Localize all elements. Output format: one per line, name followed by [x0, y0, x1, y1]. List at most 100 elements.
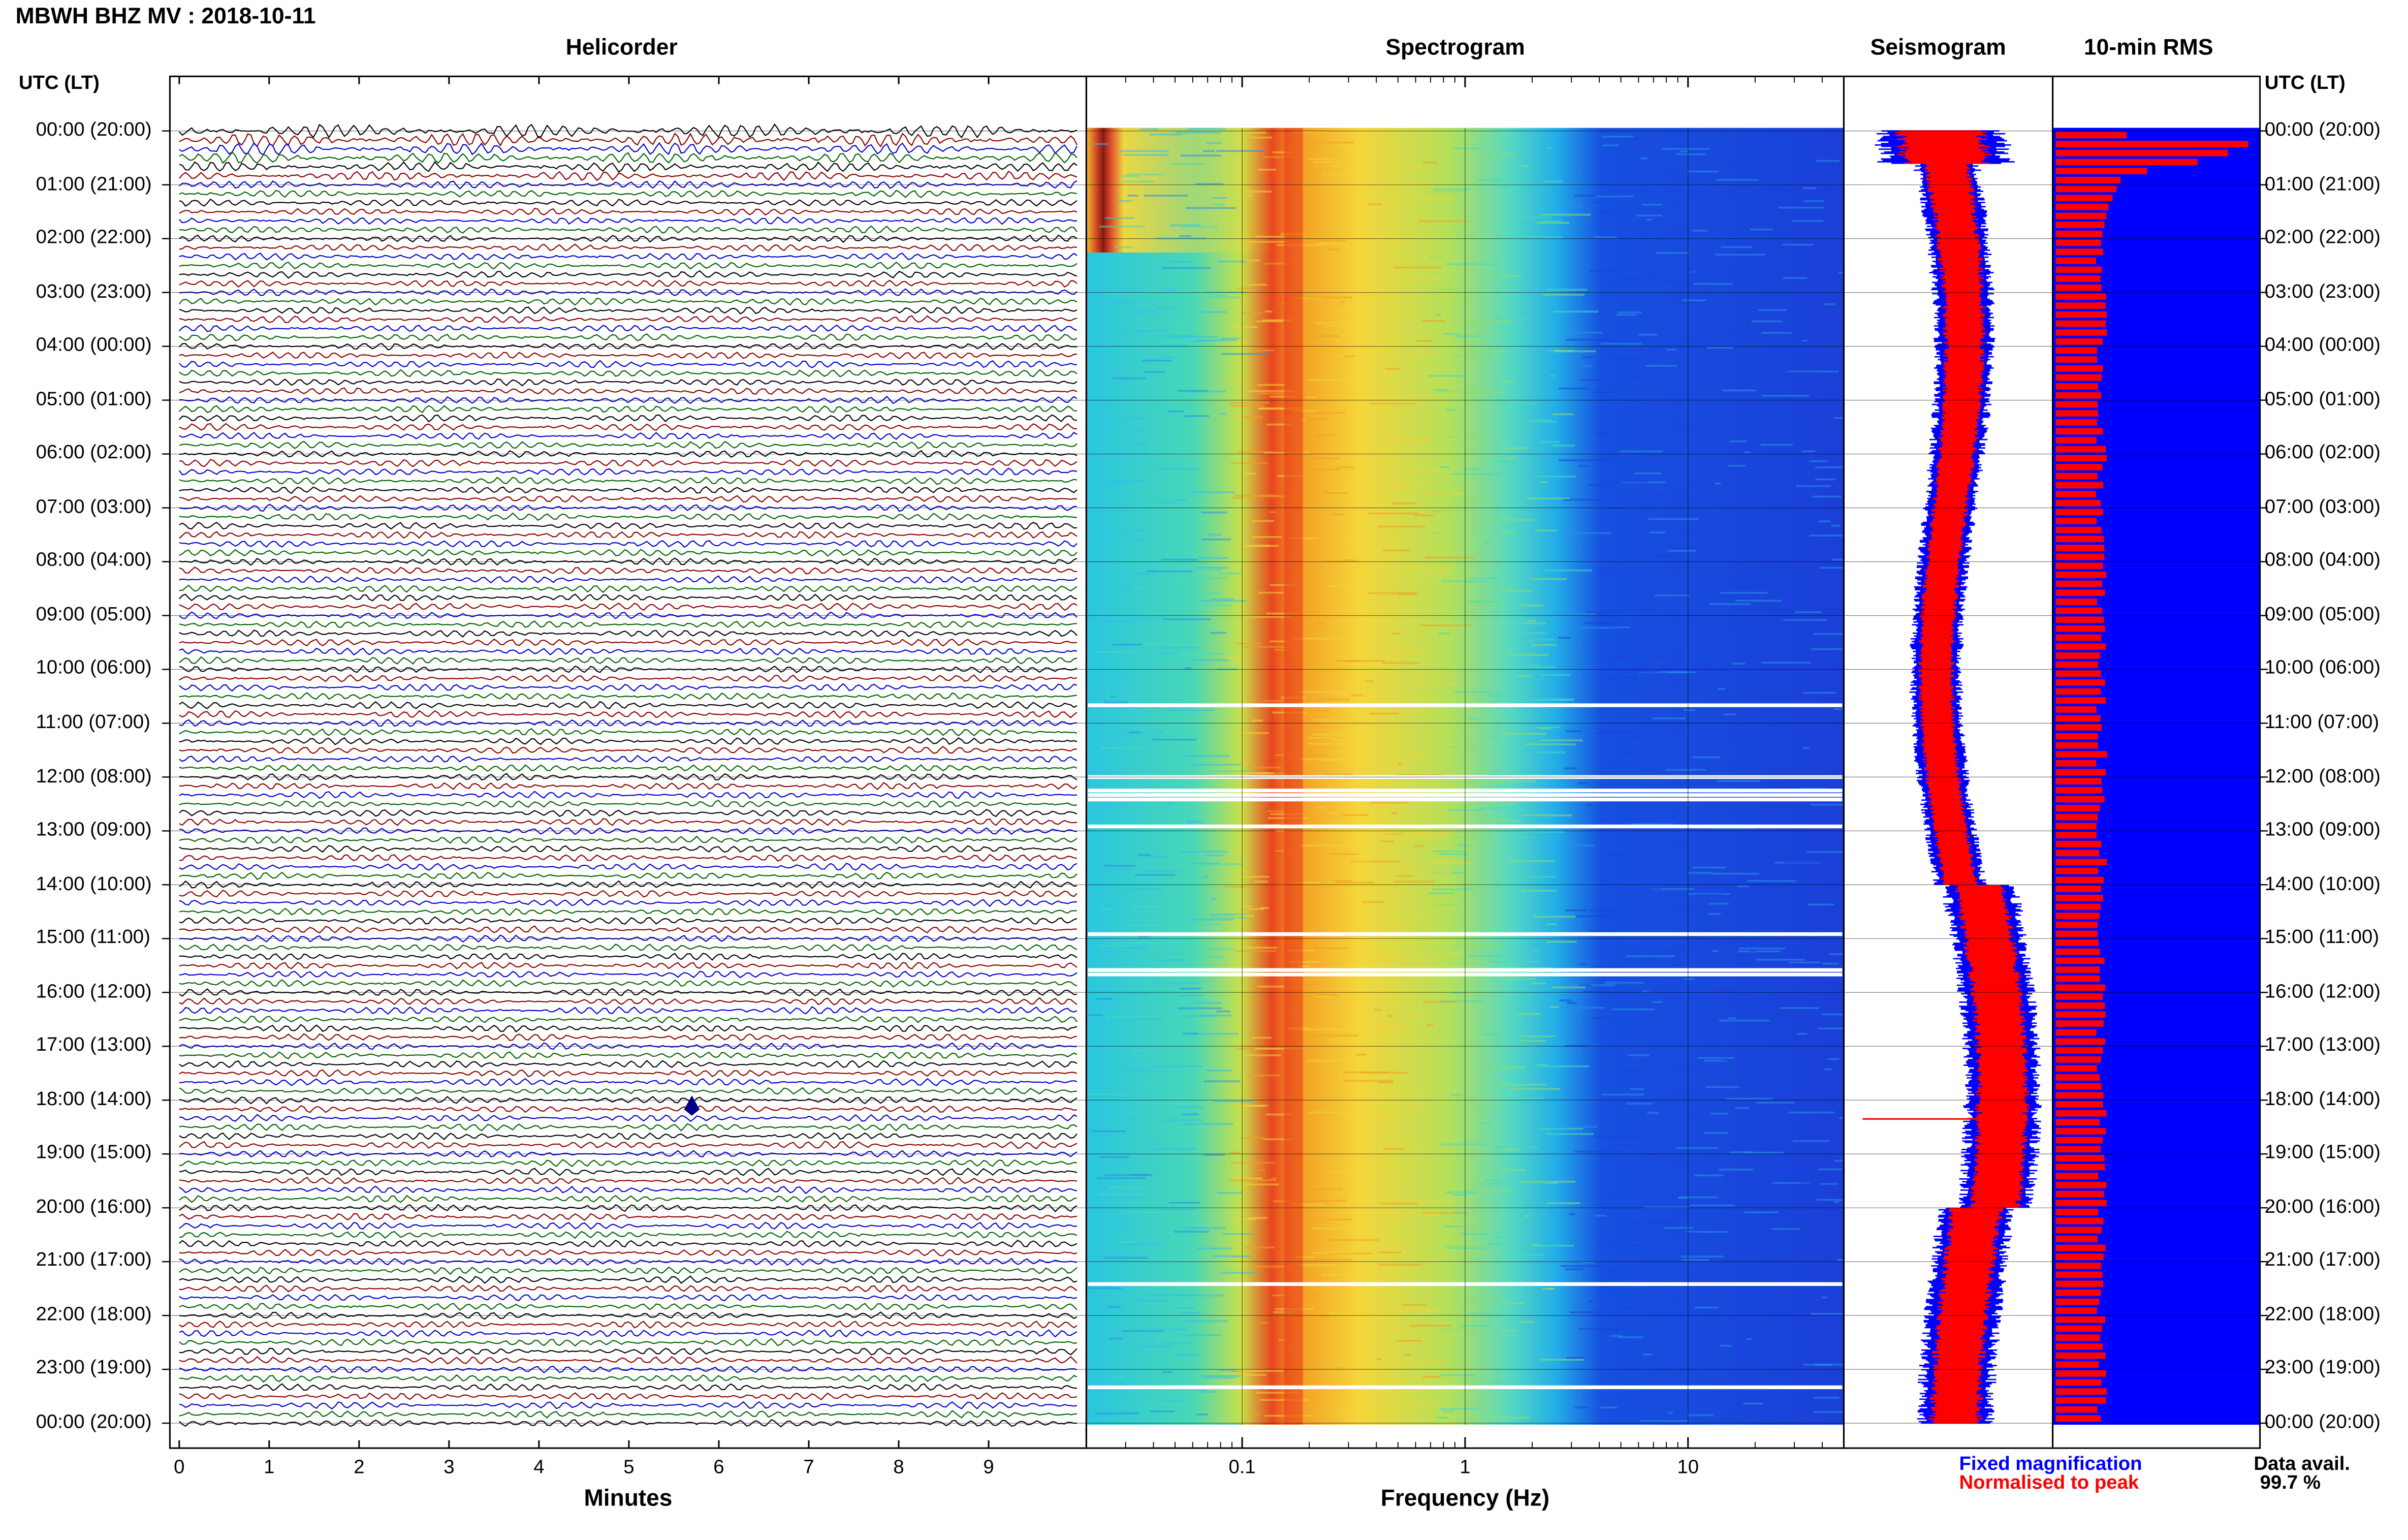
rms-bar — [2055, 966, 2100, 973]
spectrogram-pixel — [1720, 165, 1753, 168]
spectrogram-pixel — [1547, 923, 1557, 926]
spectrogram-pixel — [1353, 1042, 1395, 1044]
spectrogram-pixel — [1616, 323, 1634, 325]
spectrogram-pixel — [1131, 1300, 1169, 1302]
spectrogram-pixel — [1263, 700, 1286, 702]
spectrogram-pixel — [1257, 1322, 1269, 1324]
helicorder-trace — [179, 342, 1078, 351]
spectrogram-pixel — [1637, 820, 1657, 822]
spectrogram-pixel — [1608, 854, 1625, 856]
hour-label-right: 08:00 (04:00) — [2264, 549, 2381, 571]
spectrogram-pixel — [1412, 752, 1427, 754]
spectrogram-pixel — [1674, 206, 1691, 208]
spectrogram-pixel — [1092, 1196, 1140, 1198]
rms-bar — [2055, 338, 2103, 345]
rms-bar — [2055, 850, 2100, 857]
spectrogram-pixel — [1546, 146, 1553, 149]
spectrogram-pixel — [1690, 941, 1734, 944]
spectrogram-pixel — [1122, 180, 1155, 183]
spectrogram-pixel — [1406, 1201, 1455, 1203]
rms-bar — [2055, 1065, 2097, 1072]
spectrogram-pixel — [1169, 1202, 1200, 1204]
spectrogram-pixel — [1199, 311, 1227, 313]
helicorder-trace — [179, 871, 1078, 880]
spectrogram-pixel — [1833, 838, 1844, 841]
rms-bar — [2055, 984, 2106, 991]
spectrogram-pixel — [1843, 980, 1844, 982]
hour-label-left: 20:00 (16:00) — [36, 1195, 152, 1217]
spectrogram-pixel — [1305, 1258, 1352, 1261]
helicorder-trace — [179, 486, 1078, 494]
spectrogram-pixel — [1338, 334, 1353, 336]
spectrogram-pixel — [1710, 1112, 1729, 1115]
spectrogram-pixel — [1454, 836, 1498, 838]
spectrogram-pixel — [1768, 1249, 1803, 1251]
spectrogram-pixel — [1203, 1154, 1225, 1156]
spectrogram-pixel — [1672, 547, 1718, 549]
rms-bar — [2055, 383, 2098, 390]
helicorder-trace — [179, 1051, 1078, 1059]
spectrogram-pixel — [1468, 302, 1473, 304]
spectrogram-pixel — [1469, 717, 1480, 720]
spectrogram-pixel — [1545, 1182, 1559, 1184]
spectrogram-pixel — [1231, 326, 1258, 328]
spectrogram-pixel — [1232, 1177, 1263, 1180]
rms-bar — [2055, 805, 2100, 811]
rms-bar — [2055, 769, 2106, 776]
rms-bar — [2055, 329, 2107, 336]
spectrogram-pixel — [1438, 1329, 1476, 1331]
spectrogram-pixel — [1230, 1161, 1275, 1164]
spectrogram-pixel — [1582, 365, 1592, 367]
spectrogram-pixel — [1690, 691, 1703, 693]
spectrogram-pixel — [1207, 533, 1222, 536]
spectrogram-pixel — [1837, 734, 1844, 736]
spectrogram-pixel — [1630, 1239, 1656, 1241]
spectrogram-pixel — [1377, 729, 1412, 732]
spectrogram-pixel — [1469, 955, 1519, 957]
spectrogram-pixel — [1147, 570, 1192, 573]
spectrogram-pixel — [1479, 819, 1506, 821]
spectrogram-pixel — [1431, 532, 1442, 535]
spectrogram-pixel — [1735, 1107, 1750, 1109]
spectrogram-pixel — [1090, 301, 1134, 304]
hour-label-right: 18:00 (14:00) — [2264, 1087, 2381, 1110]
spectrogram-pixel — [1233, 875, 1270, 878]
spectrogram-pixel — [1796, 1032, 1808, 1035]
rms-bar — [2055, 1209, 2099, 1215]
spectrogram-pixel — [1255, 236, 1287, 238]
rms-bar — [2055, 284, 2102, 291]
spectrogram-pixel — [1117, 330, 1167, 332]
spectrogram-pixel — [1811, 389, 1825, 392]
spectrogram-pixel — [1509, 1192, 1524, 1195]
spectrogram-pixel — [1803, 200, 1824, 202]
spectrogram-pixel — [1680, 528, 1700, 530]
spectrogram-pixel — [1682, 1259, 1709, 1261]
helicorder-trace — [179, 1221, 1078, 1230]
spectrogram-pixel — [1656, 1412, 1665, 1415]
spectrogram-pixel — [1374, 1009, 1381, 1011]
spectrogram-pixel — [1709, 902, 1729, 905]
spectrogram-pixel — [1454, 690, 1489, 693]
hour-label-right: 03:00 (23:00) — [2264, 280, 2381, 302]
spectrogram-pixel — [1826, 1236, 1843, 1238]
spectrogram-pixel — [1187, 821, 1205, 824]
helicorder-trace — [179, 898, 1077, 907]
spectrogram-pixel — [1647, 1112, 1659, 1114]
spectrogram-pixel — [1750, 950, 1757, 952]
spectrogram-pixel — [1634, 1341, 1651, 1343]
spectrogram-pixel — [1706, 624, 1750, 626]
spectrogram-pixel — [1338, 144, 1359, 147]
spectrogram-pixel — [1369, 712, 1399, 715]
spectrogram-pixel — [1174, 1231, 1209, 1233]
spectrogram-pixel — [1601, 1093, 1644, 1096]
spectrogram-pixel — [1558, 637, 1571, 639]
rms-bar — [2055, 275, 2101, 282]
helicorder-trace — [179, 907, 1078, 916]
spectrogram-pixel — [1120, 150, 1169, 152]
spectrogram-pixel — [1595, 1214, 1607, 1217]
helicorder-trace — [179, 1024, 1078, 1032]
hour-label-left: 07:00 (03:00) — [36, 495, 152, 517]
spectrogram-pixel — [1179, 1312, 1201, 1314]
spectrogram-pixel — [1451, 147, 1482, 149]
spectrogram-pixel — [1762, 1149, 1785, 1151]
